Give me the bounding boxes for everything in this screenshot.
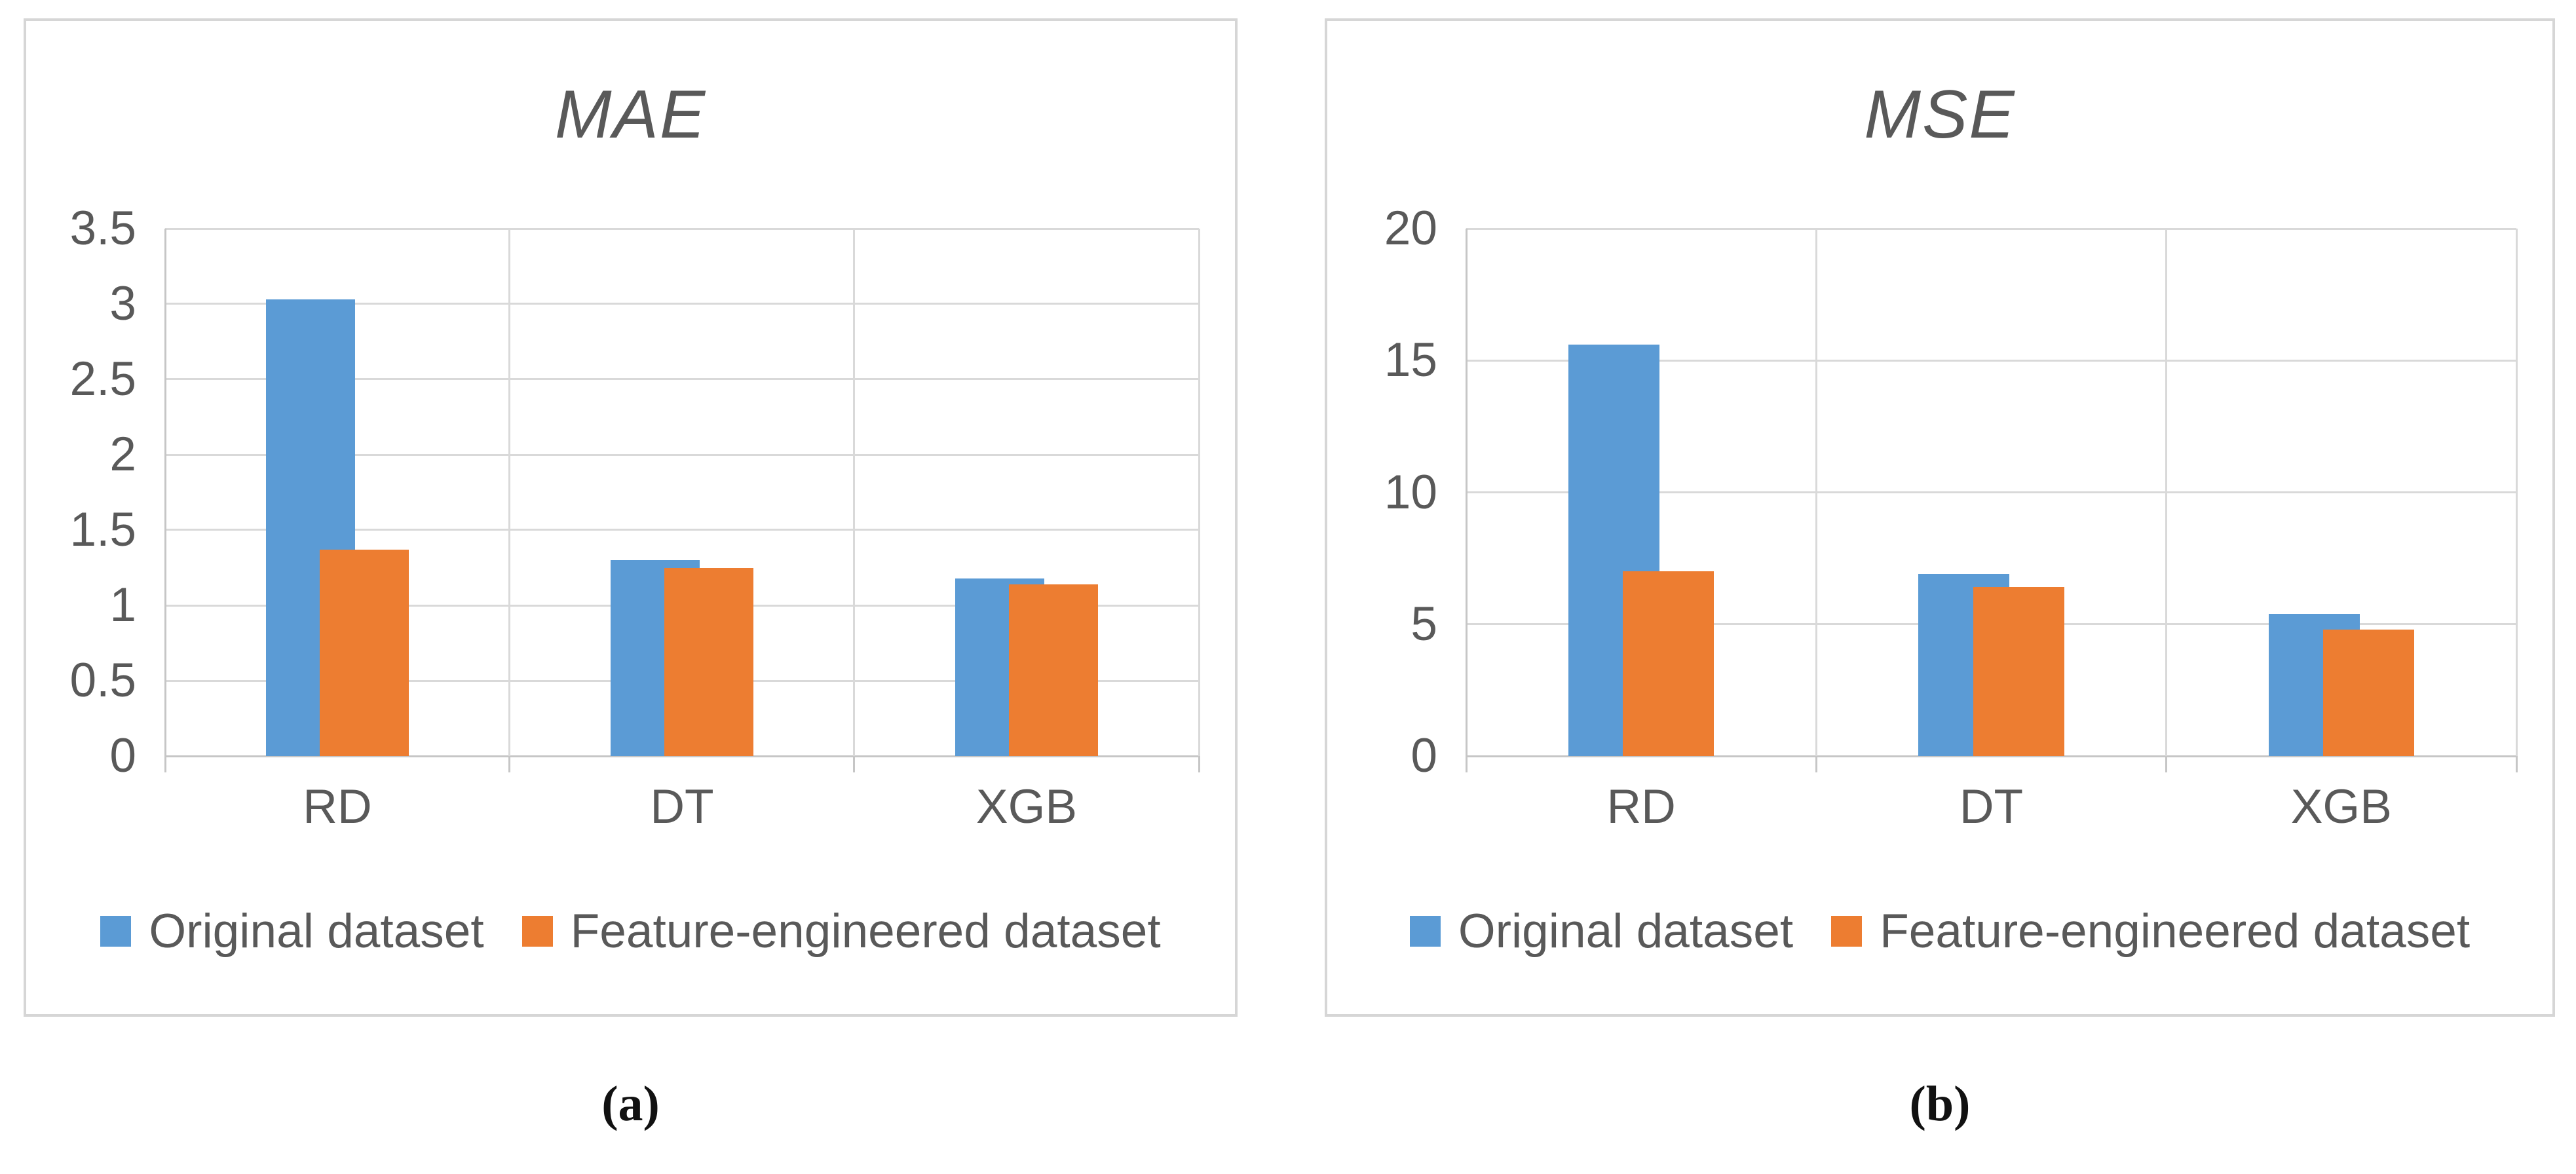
category-tick [508,756,511,772]
x-axis-line [1466,755,2516,757]
category-tick [1465,756,1468,772]
legend-label: Original dataset [1458,905,1794,958]
y-tick-label: 0 [109,729,136,782]
y-axis-line [164,229,166,756]
legend-label: Original dataset [149,905,484,958]
category-tick [2165,756,2168,772]
vertical-gridline [853,229,856,756]
category-label-rd: RD [303,780,372,833]
y-tick-label: 0.5 [69,654,136,707]
bar-xgb-feature-engineered [1008,584,1099,756]
chart-panel-mae: MAE RD DT XGB Original dataset Feature-eng… [24,18,1238,1017]
y-tick-label: 1.5 [69,503,136,556]
gridline [165,378,1199,381]
legend-label: Feature-engineered dataset [570,905,1161,958]
bar-rd-feature-engineered [1623,571,1714,756]
chart-title: MAE [554,77,707,153]
plot-area: RD DT XGB [164,227,1200,833]
category-label-rd: RD [1606,780,1676,833]
gridline [1466,491,2516,493]
y-tick-label: 10 [1384,465,1437,519]
gridline [1466,227,2516,230]
legend-swatch-original [100,916,132,947]
gridline [165,227,1199,230]
legend-swatch-feature-engineered [1831,916,1863,947]
y-tick-label: 3.5 [69,202,136,255]
vertical-gridline [1815,229,1817,756]
y-tick-label: 20 [1384,202,1437,255]
bar-dt-feature-engineered [664,567,754,756]
category-label-xgb: XGB [2290,780,2392,833]
legend: Original dataset Feature-engineered data… [1327,904,2552,958]
legend-swatch-original [1409,916,1441,947]
bar-xgb-feature-engineered [2323,629,2414,756]
bar-rd-feature-engineered [319,549,409,756]
legend-item-original: Original dataset [100,904,484,958]
subfigure-caption-a: (a) [601,1076,660,1131]
y-tick-label: 2.5 [69,352,136,406]
category-tick [1198,756,1200,772]
chart-title: MSE [1864,77,2016,153]
category-tick [2515,756,2518,772]
y-axis-line [1465,229,1468,756]
plot-area: RD DT XGB [1465,227,2518,833]
gridline [165,303,1199,305]
category-tick [853,756,856,772]
legend-item-original: Original dataset [1409,904,1794,958]
legend-item-feature-engineered: Feature-engineered dataset [1831,904,2470,958]
x-axis-line [165,755,1199,757]
y-tick-label: 3 [109,277,136,330]
bar-dt-feature-engineered [1973,587,2064,756]
category-label-dt: DT [650,780,714,833]
vertical-gridline [508,229,511,756]
vertical-gridline [2515,229,2518,756]
vertical-gridline [1198,229,1200,756]
chart-panel-mse: MSE RD DT XGB Original dataset Feature-eng… [1325,18,2555,1017]
gridline [1466,359,2516,362]
category-tick [1815,756,1817,772]
legend: Original dataset Feature-engineered data… [26,904,1235,958]
legend-item-feature-engineered: Feature-engineered dataset [521,904,1161,958]
subfigure-caption-b: (b) [1909,1076,1971,1131]
y-tick-label: 5 [1411,597,1437,651]
gridline [165,529,1199,531]
y-tick-label: 2 [109,428,136,481]
vertical-gridline [2165,229,2168,756]
category-tick [164,756,166,772]
y-tick-label: 1 [109,578,136,632]
y-tick-label: 15 [1384,333,1437,387]
category-label-dt: DT [1959,780,2024,833]
legend-swatch-feature-engineered [521,916,553,947]
legend-label: Feature-engineered dataset [1880,905,2471,958]
category-label-xgb: XGB [975,780,1078,833]
y-tick-label: 0 [1411,729,1437,782]
gridline [165,453,1199,456]
